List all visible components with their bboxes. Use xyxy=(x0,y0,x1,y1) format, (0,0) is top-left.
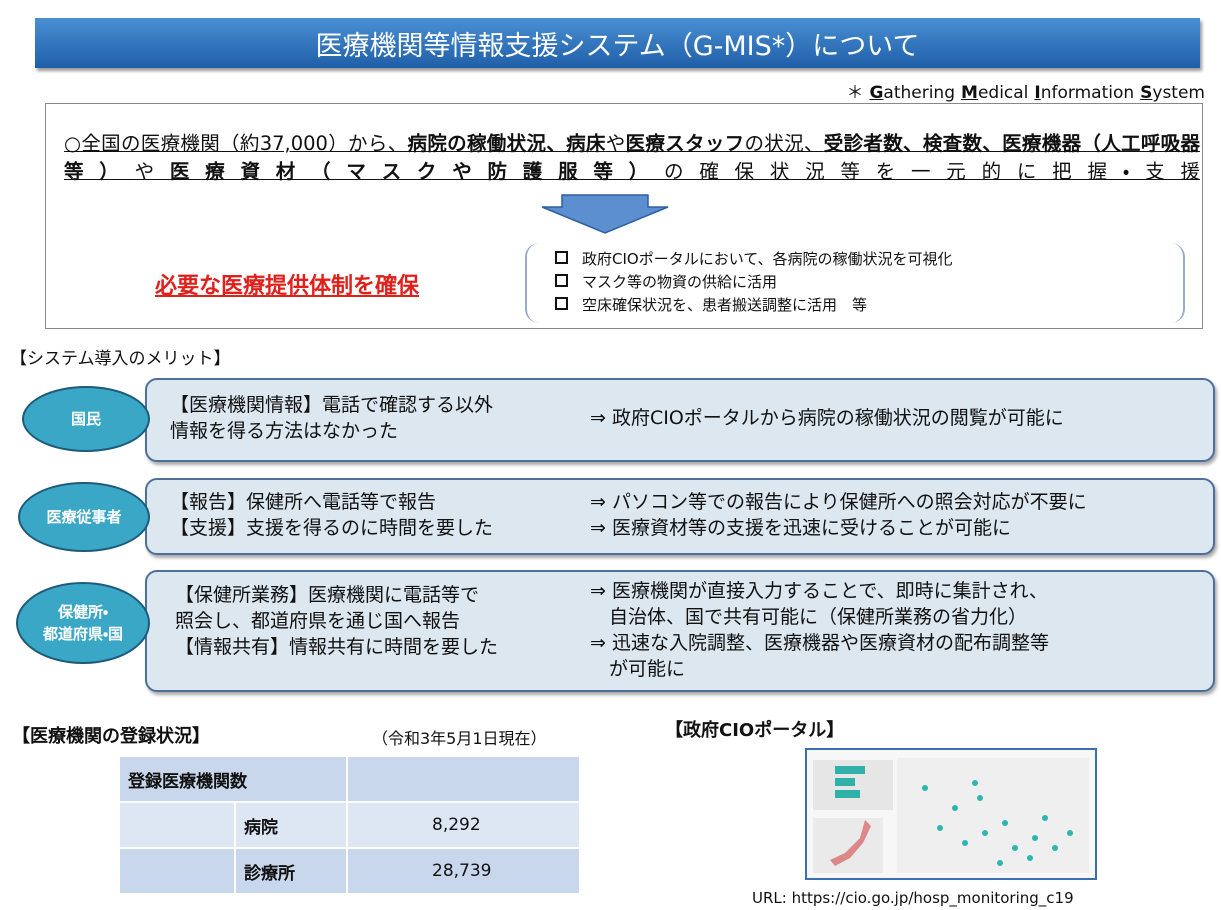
label-line: 医療従事者 xyxy=(46,506,121,528)
table-cell xyxy=(119,848,235,894)
bullet: 空床確保状況を、患者搬送調整に活用 等 xyxy=(555,294,867,315)
footnote-word: System xyxy=(1140,83,1205,103)
summary-segment: 医療スタッフ xyxy=(626,132,745,155)
summary-segment: や xyxy=(135,160,170,183)
line: 照会し、都道府県を通じ国へ報告 xyxy=(175,608,498,634)
table-header: 登録医療機関数 xyxy=(119,756,347,802)
down-arrow xyxy=(540,193,670,235)
label-line: 保健所・ xyxy=(58,601,108,623)
line: 【支援】支援を得るのに時間を要した xyxy=(170,515,493,541)
bullet: マスク等の物資の供給に活用 xyxy=(555,271,777,292)
before: 【報告】保健所へ電話等で報告【支援】支援を得るのに時間を要した xyxy=(170,489,493,541)
line: 自治体、国で共有可能に（保健所業務の省力化） xyxy=(590,604,1049,630)
bullet: 政府CIOポータルにおいて、各病院の稼働状況を可視化 xyxy=(555,248,953,269)
line: 【報告】保健所へ電話等で報告 xyxy=(170,489,493,515)
registration-date: （令和3年5月1日現在） xyxy=(372,725,547,749)
summary-text: ○全国の医療機関（約37,000）から、病院の稼働状況、病床や医療スタッフの状況… xyxy=(64,130,1200,186)
summary-segment: 病院の稼働状況、病床 xyxy=(408,132,606,155)
merit-label: 保健所・都道府県・国 xyxy=(16,582,150,664)
merit-label: 医療従事者 xyxy=(18,482,150,552)
table-cell: 8,292 xyxy=(347,802,580,848)
after: ⇒ 政府CIOポータルから病院の稼働状況の閲覧が可能に xyxy=(590,405,1064,431)
before: 【保健所業務】医療機関に電話等で照会し、都道府県を通じ国へ報告【情報共有】情報共… xyxy=(175,582,498,660)
portal-url: URL: https://cio.go.jp/hosp_monitoring_c… xyxy=(752,889,1074,907)
summary-segment: や xyxy=(606,132,626,155)
line: 【保健所業務】医療機関に電話等で xyxy=(175,582,498,608)
outcome: 必要な医療提供体制を確保 xyxy=(155,268,419,300)
before: 【医療機関情報】電話で確認する以外情報を得る方法はなかった xyxy=(170,392,493,444)
footnote-word: Gathering xyxy=(869,83,955,103)
table-cell xyxy=(119,802,235,848)
line: が可能に xyxy=(590,656,1049,682)
line: ⇒ 医療資材等の支援を迅速に受けることが可能に xyxy=(590,515,1087,541)
title: 医療機関等情報支援システム（G-MIS*）について xyxy=(316,24,920,63)
table-cell: 28,739 xyxy=(347,848,580,894)
title-bar: 医療機関等情報支援システム（G-MIS*）について xyxy=(35,18,1200,68)
registration-heading: 【医療機関の登録状況】 xyxy=(12,722,210,748)
merits-heading: 【システム導入のメリット】 xyxy=(10,344,231,369)
line: 【医療機関情報】電話で確認する以外 xyxy=(170,392,493,418)
after: ⇒ 医療機関が直接入力することで、即時に集計され、 自治体、国で共有可能に（保健… xyxy=(590,578,1049,682)
line: ⇒ パソコン等での報告により保健所への照会対応が不要に xyxy=(590,489,1087,515)
portal-screenshot xyxy=(805,748,1097,880)
summary-segment: の確保状況等を一元的に把握・支援 xyxy=(664,160,1200,183)
label-line: 国民 xyxy=(71,408,101,430)
label-line: 都道府県・国 xyxy=(43,623,123,645)
footnote-mark: ＊ xyxy=(846,78,863,103)
line: ⇒ 迅速な入院調整、医療機器や医療資材の配布調整等 xyxy=(590,630,1049,656)
footnote: ＊ Gathering Medical Information System xyxy=(846,78,1205,103)
table-cell: 診療所 xyxy=(235,848,347,894)
footnote-word: Medical xyxy=(961,83,1028,103)
after: ⇒ パソコン等での報告により保健所への照会対応が不要に⇒ 医療資材等の支援を迅速… xyxy=(590,489,1087,541)
summary-segment: 医療資材（マスクや防護服等） xyxy=(170,160,664,183)
line: ⇒ 政府CIOポータルから病院の稼働状況の閲覧が可能に xyxy=(590,405,1064,431)
table-cell xyxy=(347,756,580,802)
summary-segment: ○全国の医療機関（約37,000）から、 xyxy=(64,132,408,155)
line: 情報を得る方法はなかった xyxy=(170,418,493,444)
page: 医療機関等情報支援システム（G-MIS*）について ＊ Gathering Medi… xyxy=(0,0,1221,910)
line: 【情報共有】情報共有に時間を要した xyxy=(175,634,498,660)
line: ⇒ 医療機関が直接入力することで、即時に集計され、 xyxy=(590,578,1049,604)
merit-label: 国民 xyxy=(22,386,150,452)
table-cell: 病院 xyxy=(235,802,347,848)
portal-heading: 【政府CIOポータル】 xyxy=(665,716,844,742)
summary-segment: の状況、 xyxy=(744,132,823,155)
footnote-word: Information xyxy=(1034,83,1134,103)
